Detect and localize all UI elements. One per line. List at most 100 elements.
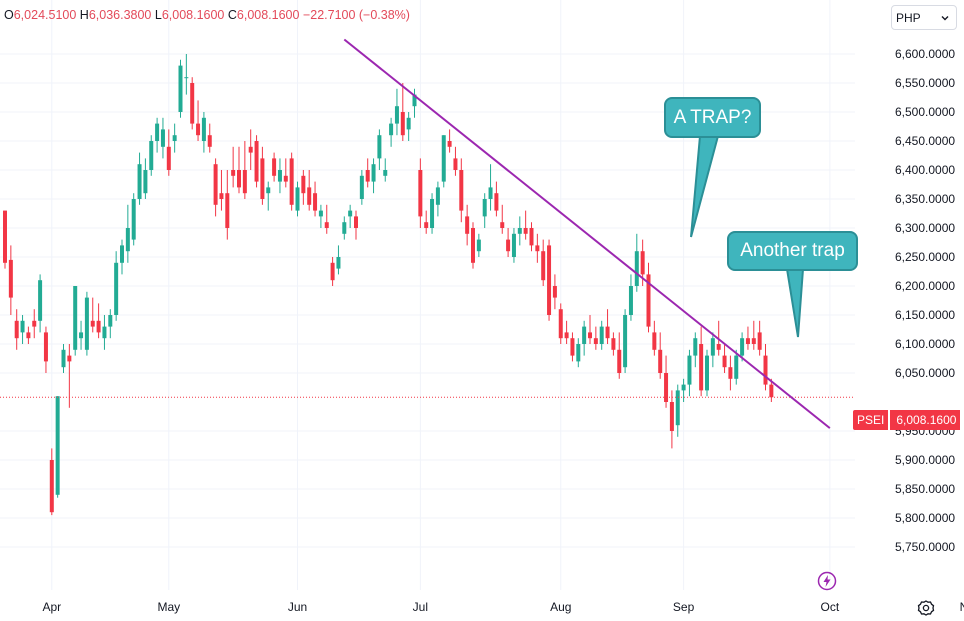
candle (406, 112, 411, 141)
candle (90, 297, 95, 333)
x-tick-label: Oct (821, 600, 840, 614)
candle (441, 135, 446, 188)
candle-body (611, 338, 616, 350)
candle (79, 320, 84, 350)
candle (681, 378, 686, 402)
candle-body (272, 158, 277, 176)
candle-body (166, 146, 171, 170)
price-axis[interactable]: 6,600.0000 6,550.0000 6,500.0000 6,450.0000… (895, 47, 955, 554)
candle (605, 309, 610, 344)
candle-body (418, 170, 423, 217)
y-tick-label: 6,350.0000 (895, 192, 955, 206)
last-price-value: 6,008.1600 (890, 410, 961, 430)
candle-body (248, 146, 253, 153)
candle-body (84, 297, 89, 350)
candle-body (114, 262, 119, 315)
candle (231, 146, 236, 188)
candle-body (43, 332, 48, 362)
candle (412, 88, 417, 118)
candle-body (394, 106, 399, 124)
candle-body (383, 170, 388, 176)
candle-body (365, 170, 370, 182)
candle (471, 222, 475, 269)
candle (617, 332, 622, 379)
candle-body (301, 175, 306, 194)
candle-body (225, 193, 230, 228)
candle-body (558, 309, 563, 339)
candle (8, 245, 13, 315)
candle (143, 158, 148, 199)
x-tick-label: Jun (288, 600, 307, 614)
trendline[interactable] (343, 38, 831, 429)
candle-body (330, 262, 335, 281)
candle (178, 59, 183, 118)
candle (465, 204, 470, 246)
candle (201, 112, 206, 153)
candle (705, 349, 709, 397)
candle (213, 158, 218, 217)
candle-body (757, 332, 762, 350)
y-tick-label: 5,900.0000 (895, 453, 955, 467)
candle (435, 181, 440, 217)
candle-body (283, 175, 288, 182)
candle (517, 216, 522, 246)
callout-trap[interactable]: A TRAP? (664, 97, 761, 138)
candle-body (699, 344, 704, 391)
candle-body (295, 187, 300, 211)
low-label: L (154, 8, 162, 22)
candle-body (675, 390, 680, 426)
candle (120, 239, 124, 275)
gear-icon[interactable] (917, 599, 935, 617)
candle-body (412, 94, 417, 107)
callout-another-trap[interactable]: Another trap (727, 231, 858, 271)
high-label: H (79, 8, 89, 22)
lightning-icon[interactable] (817, 571, 837, 591)
candle-body (664, 373, 669, 402)
high-value: 6,036.3800 (88, 8, 152, 22)
y-tick-label: 6,200.0000 (895, 279, 955, 293)
candle (219, 170, 224, 211)
candle-body (570, 338, 575, 356)
candle (73, 286, 78, 356)
candle (318, 204, 323, 228)
candle (61, 344, 66, 373)
candle (3, 210, 7, 269)
candle (400, 83, 405, 141)
candle-body (652, 332, 657, 350)
candle-body (693, 338, 698, 356)
candle (114, 251, 119, 321)
candle-body (722, 355, 727, 368)
candle-body (196, 123, 201, 136)
candle-body (377, 135, 382, 159)
candle (166, 129, 171, 176)
currency-select[interactable]: PHP (891, 5, 957, 30)
symbol-label: PSEI (853, 410, 889, 430)
candle-body (482, 199, 487, 217)
chart-grid (0, 0, 855, 590)
candle-body (710, 338, 715, 356)
candle-body (266, 187, 271, 194)
candle-body (500, 222, 505, 228)
candle-body (324, 222, 329, 228)
y-tick-label: 6,050.0000 (895, 366, 955, 380)
candle-body (79, 332, 84, 339)
candle (570, 332, 575, 362)
candle-body (588, 332, 592, 339)
time-axis[interactable]: Apr May Jun Jul Aug Sep Oct Nov (42, 600, 964, 614)
candle-body (318, 210, 323, 217)
candle (757, 320, 762, 356)
candle-body (740, 338, 745, 356)
candle-body (441, 135, 446, 182)
candle-body (628, 286, 633, 315)
candle-body (260, 158, 265, 199)
candle-body (465, 216, 470, 234)
candle-body (96, 320, 101, 333)
candle-body (102, 326, 107, 339)
candle-body (511, 233, 516, 257)
candle (184, 54, 189, 95)
candle-body (617, 349, 622, 373)
candle (354, 210, 358, 240)
candle (710, 332, 715, 368)
candle (628, 274, 633, 321)
